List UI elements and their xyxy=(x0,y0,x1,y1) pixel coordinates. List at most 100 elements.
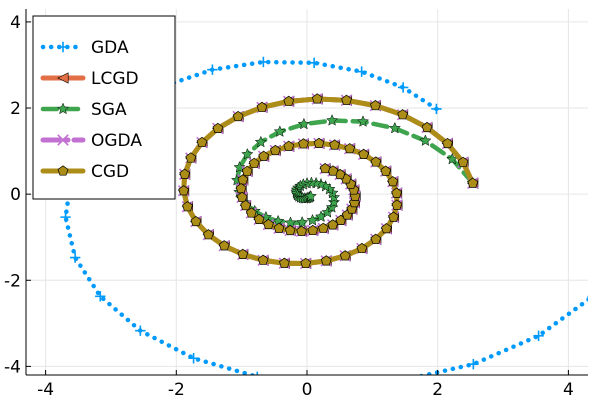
marker-cgd-29 xyxy=(388,211,399,222)
marker-cgd-5 xyxy=(370,99,381,111)
marker-gda-20 xyxy=(587,295,588,298)
marker-cgd-54 xyxy=(296,225,307,236)
marker-sga-9 xyxy=(241,147,254,160)
marker-cgd-34 xyxy=(370,156,382,167)
x-tick-label-1: -2 xyxy=(168,380,185,400)
series-cgd xyxy=(178,93,479,269)
legend-marker-cgd xyxy=(57,165,69,176)
series-layer xyxy=(60,56,588,389)
legend-marker-gda xyxy=(57,41,69,53)
marker-gda-13 xyxy=(135,325,146,336)
legend-marker-ogda xyxy=(57,134,69,146)
marker-cgd-17 xyxy=(190,215,202,227)
series-gda xyxy=(60,56,588,389)
y-tick-label-2: 0 xyxy=(10,185,21,205)
marker-gda-4 xyxy=(258,56,269,68)
marker-cgd-10 xyxy=(232,110,244,122)
marker-gda-12 xyxy=(95,291,106,302)
marker-cgd-27 xyxy=(370,233,382,244)
marker-cgd-37 xyxy=(329,139,340,150)
marker-sga-3 xyxy=(388,121,401,134)
marker-gda-14 xyxy=(188,353,199,364)
marker-gda-16 xyxy=(323,379,333,389)
marker-sga-18 xyxy=(296,215,309,228)
marker-cgd-6 xyxy=(341,94,352,105)
marker-cgd-23 xyxy=(300,257,312,269)
marker-cgd-9 xyxy=(256,101,268,112)
marker-cgd-16 xyxy=(182,201,193,212)
marker-sga-8 xyxy=(254,135,267,148)
marker-sga-5 xyxy=(325,114,339,126)
marker-cgd-49 xyxy=(246,207,257,218)
marker-cgd-28 xyxy=(381,223,392,234)
marker-sga-7 xyxy=(273,125,286,137)
legend: GDA LCGD SGA OGDA CGD xyxy=(32,15,176,200)
marker-cgd-55 xyxy=(307,224,319,236)
marker-cgd-25 xyxy=(339,250,351,261)
marker-sga-47 xyxy=(304,189,317,202)
x-tick-label-2: 0 xyxy=(302,380,313,400)
legend-label-ogda: OGDA xyxy=(91,131,142,151)
marker-cgd-18 xyxy=(203,229,214,240)
marker-gda-18 xyxy=(468,358,479,370)
marker-cgd-32 xyxy=(387,176,399,187)
marker-cgd-15 xyxy=(178,185,190,196)
marker-cgd-35 xyxy=(358,148,370,159)
marker-cgd-40 xyxy=(283,140,295,151)
marker-cgd-13 xyxy=(185,152,197,163)
marker-cgd-19 xyxy=(218,240,230,251)
marker-cgd-7 xyxy=(311,93,323,104)
marker-cgd-24 xyxy=(320,255,332,266)
legend-marker-sga xyxy=(56,102,70,115)
marker-gda-0 xyxy=(431,103,442,115)
marker-cgd-51 xyxy=(263,218,274,230)
marker-cgd-52 xyxy=(273,222,285,233)
marker-cgd-14 xyxy=(179,168,191,179)
legend-label-cgd: CGD xyxy=(91,162,129,182)
marker-cgd-22 xyxy=(279,257,290,268)
marker-cgd-43 xyxy=(248,157,260,168)
legend-marker-lcgd xyxy=(57,72,69,84)
marker-cgd-30 xyxy=(391,199,403,210)
marker-sga-6 xyxy=(297,117,311,130)
y-tick-label-4: 4 xyxy=(10,13,21,33)
marker-cgd-53 xyxy=(284,224,296,236)
marker-cgd-3 xyxy=(421,121,433,133)
marker-cgd-33 xyxy=(380,165,392,176)
marker-cgd-11 xyxy=(212,122,224,133)
marker-cgd-56 xyxy=(317,222,329,233)
series-markers-cgd xyxy=(178,93,479,269)
marker-cgd-50 xyxy=(253,213,265,224)
marker-gda-10 xyxy=(60,211,71,223)
marker-gda-5 xyxy=(207,64,218,75)
x-tick-label-4: 4 xyxy=(563,380,574,400)
marker-cgd-44 xyxy=(241,165,253,176)
marker-cgd-45 xyxy=(237,174,249,185)
marker-cgd-31 xyxy=(391,187,402,198)
marker-cgd-1 xyxy=(457,156,469,167)
marker-cgd-47 xyxy=(236,191,248,202)
marker-cgd-68 xyxy=(319,162,331,174)
marker-cgd-48 xyxy=(240,199,251,211)
axes xyxy=(25,9,588,376)
marker-cgd-21 xyxy=(257,254,269,265)
marker-cgd-36 xyxy=(344,143,356,154)
marker-sga-4 xyxy=(356,115,370,127)
marker-sga-21 xyxy=(321,205,334,218)
marker-cgd-39 xyxy=(298,138,309,149)
marker-cgd-4 xyxy=(397,109,408,120)
marker-cgd-2 xyxy=(442,137,453,149)
marker-cgd-26 xyxy=(356,242,368,254)
marker-gda-19 xyxy=(533,330,544,341)
marker-gda-2 xyxy=(356,66,367,77)
marker-cgd-41 xyxy=(269,144,281,156)
legend-label-gda: GDA xyxy=(91,38,129,58)
marker-cgd-8 xyxy=(283,95,295,106)
marker-sga-23 xyxy=(327,195,341,208)
marker-gda-11 xyxy=(69,252,81,263)
marker-sga-2 xyxy=(419,134,432,147)
marker-cgd-0 xyxy=(467,177,479,188)
marker-gda-3 xyxy=(308,57,320,69)
marker-gda-1 xyxy=(397,82,409,93)
